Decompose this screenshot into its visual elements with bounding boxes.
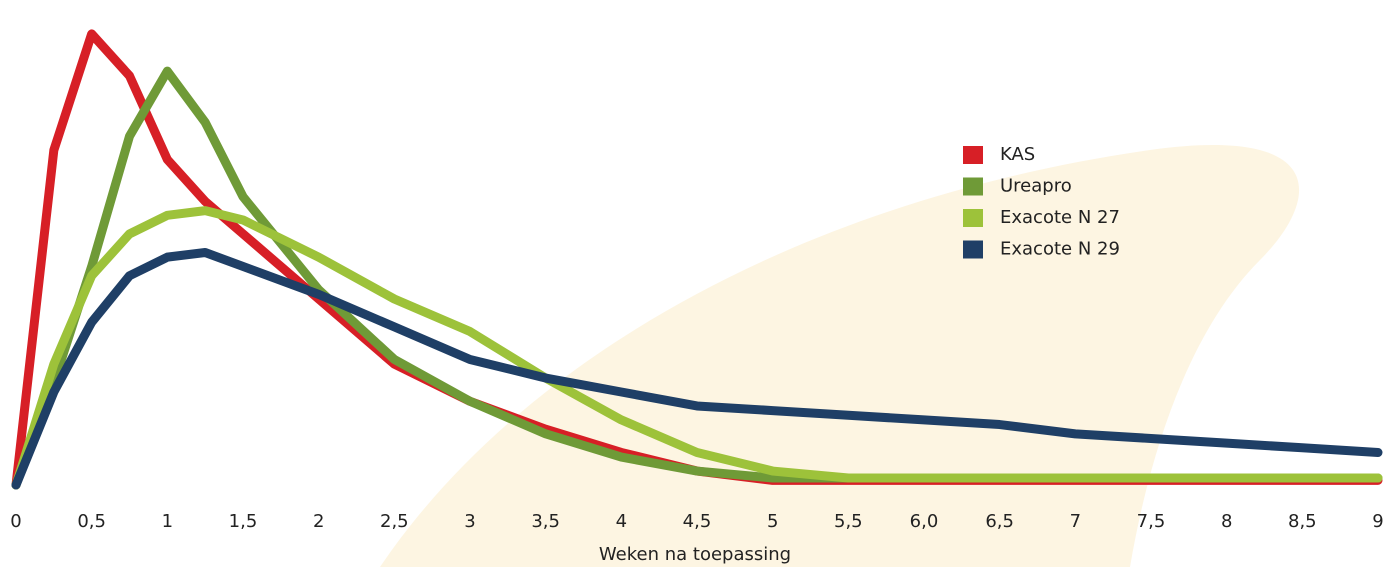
legend-swatch [963, 240, 983, 259]
x-tick-label: 1,5 [229, 511, 258, 532]
x-tick-label: 6,0 [910, 511, 939, 532]
legend-label: Exacote N 29 [1000, 239, 1120, 260]
x-tick-label: 6,5 [985, 511, 1014, 532]
x-tick-label: 5,5 [834, 511, 863, 532]
x-tick-label: 5 [767, 511, 778, 532]
x-tick-label: 4,5 [683, 511, 712, 532]
x-tick-label: 3 [464, 511, 475, 532]
x-tick-label: 7,5 [1137, 511, 1166, 532]
legend-label: Exacote N 27 [1000, 207, 1120, 228]
legend-swatch [963, 209, 983, 227]
background-shape [380, 145, 1300, 567]
x-tick-label: 3,5 [531, 511, 560, 532]
legend-label: Ureapro [1000, 176, 1072, 197]
x-tick-label: 7 [1070, 511, 1081, 532]
x-tick-label: 8,5 [1288, 511, 1317, 532]
x-tick-label: 1 [162, 511, 173, 532]
legend-swatch [963, 146, 983, 164]
x-tick-label: 0,5 [77, 511, 106, 532]
x-tick-label: 0 [10, 511, 21, 532]
x-tick-label: 2,5 [380, 511, 409, 532]
x-tick-label: 8 [1221, 511, 1232, 532]
x-tick-label: 2 [313, 511, 324, 532]
legend-swatch [963, 177, 983, 196]
legend-label: KAS [1000, 144, 1035, 165]
series-line [11, 206, 1383, 490]
x-axis-label: Weken na toepassing [599, 544, 791, 565]
x-tick-label: 4 [616, 511, 627, 532]
series-line [11, 248, 1383, 490]
x-tick-label: 9 [1372, 511, 1383, 532]
